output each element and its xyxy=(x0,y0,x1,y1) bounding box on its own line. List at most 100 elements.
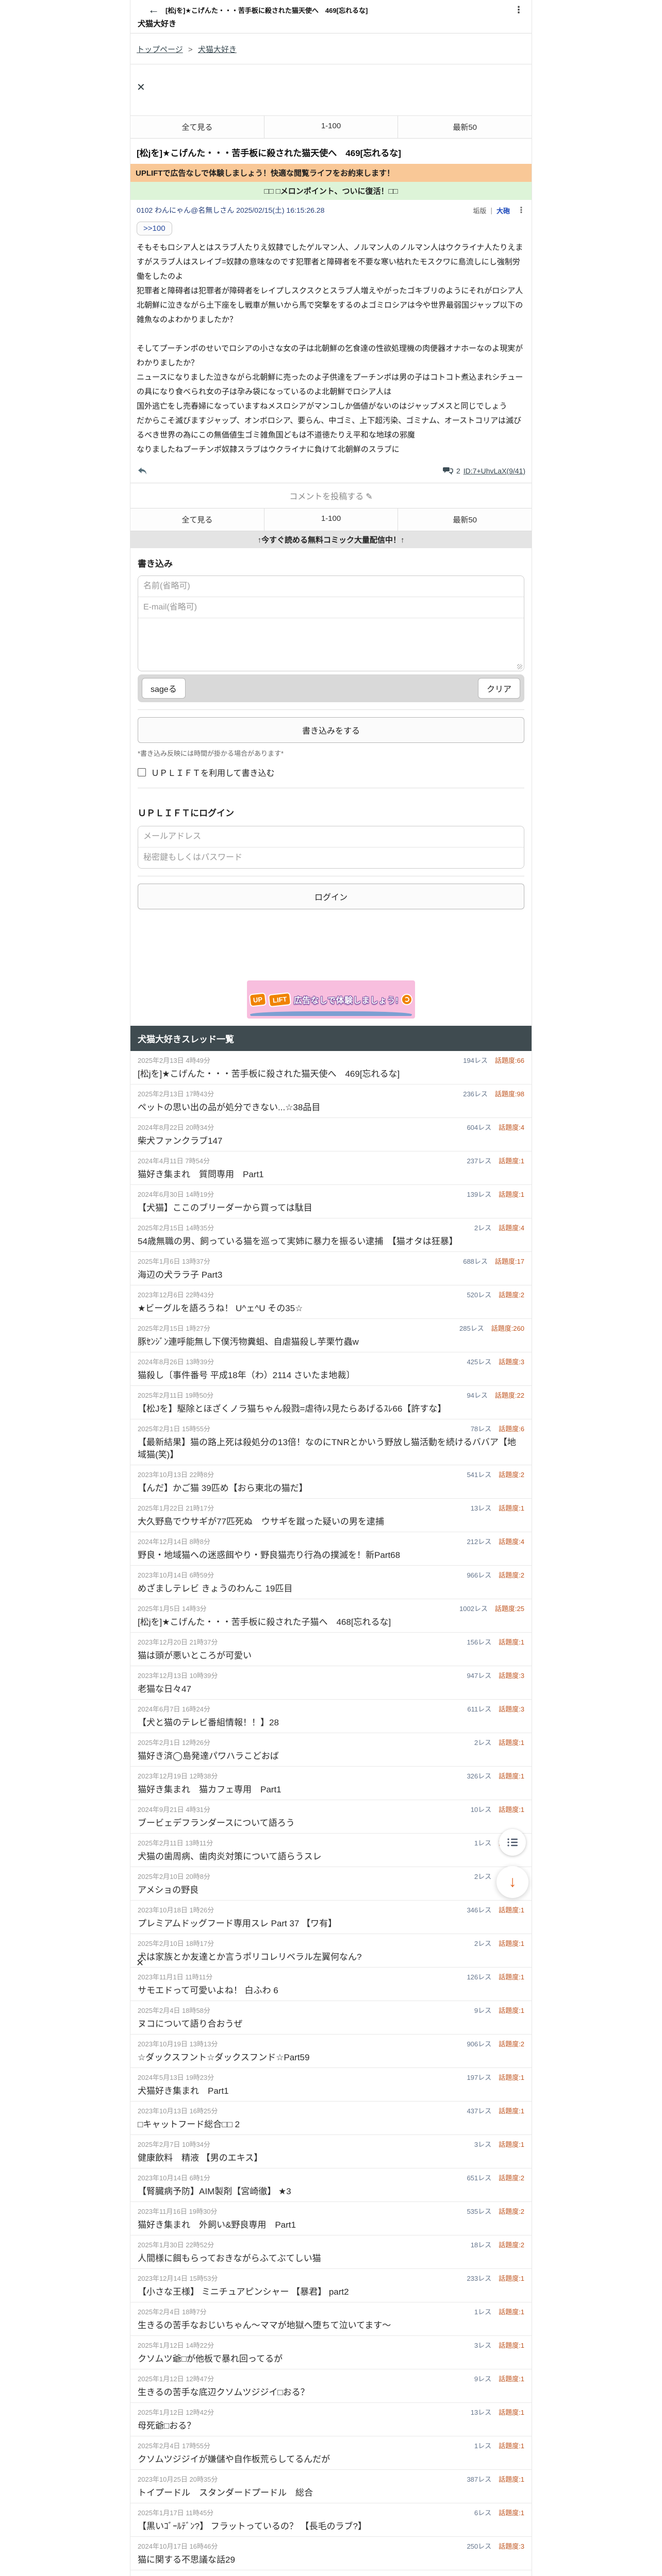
thread-list-item[interactable]: 2023年10月25日 20時35分 387レス 話題度:1 トイプードル スタン… xyxy=(130,2470,532,2503)
thread-reply-count: 233レス xyxy=(467,2275,492,2282)
thread-reply-count: 2レス xyxy=(474,1224,492,1232)
uplift-promo-banner[interactable]: UPLIFTで広告なしで体験しましょう！快適な閲覧ライフをお約束します！ xyxy=(130,164,532,182)
thread-list-item[interactable]: 2025年2月7日 10時34分 3レス 話題度:1 健康飲料 精液 【男のエキス… xyxy=(130,2135,532,2168)
thread-list-item[interactable]: 2025年2月13日 17時43分 236レス 話題度:98 ペットの思い出の品が… xyxy=(130,1084,532,1118)
kebab-menu-icon[interactable]: ⋮ xyxy=(514,4,523,15)
post-comment-button[interactable]: コメントを投稿する ✎ xyxy=(130,483,532,509)
range-tab[interactable]: 最新50 xyxy=(453,516,477,524)
thread-list-item[interactable]: 2025年1月5日 14時3分 1002レス 話題度:25 [松jを]★こげんた・… xyxy=(130,1599,532,1633)
thread-date: 2023年10月14日 6時1分 xyxy=(138,2174,210,2182)
thread-list-item[interactable]: 2024年10月17日 16時46分 250レス 話題度:3 猫に関する不思議な話… xyxy=(130,2537,532,2570)
thread-date: 2024年9月21日 4時31分 xyxy=(138,1806,210,1814)
thread-list-item[interactable]: 2025年1月30日 22時52分 18レス 話題度:2 人間様に餌もらっておきな… xyxy=(130,2235,532,2269)
uplift-checkbox[interactable] xyxy=(138,768,146,776)
thread-list-item[interactable]: 2024年8月22日 20時34分 604レス 話題度:4 柴犬ファンクラブ147 xyxy=(130,1118,532,1151)
poster-id-link[interactable]: ID:7+UhvLaX(9/41) xyxy=(463,467,525,475)
thread-list-item[interactable]: 2025年2月4日 17時55分 1レス 話題度:1 クソムツジジイが嫌儲や自作板… xyxy=(130,2436,532,2470)
thread-list-item[interactable]: 2025年2月11日 19時50分 94レス 話題度:22 【松Jを】駆除とほざく… xyxy=(130,1386,532,1419)
thread-index-fab[interactable] xyxy=(499,1829,526,1856)
thread-list-item[interactable]: 2025年1月22日 21時17分 13レス 話題度:1 大久野島でウサギが77匹… xyxy=(130,1499,532,1532)
quote-anchor-button[interactable]: >>100 xyxy=(137,222,172,235)
pipe-divider: | xyxy=(490,206,492,214)
back-arrow-icon[interactable]: ← xyxy=(148,3,159,16)
comic-promo-banner[interactable]: ↑今すぐ読める無料コミック大量配信中！↑ xyxy=(130,531,532,548)
thread-list-item[interactable]: 2023年12月6日 22時43分 520レス 話題度:2 ★ビーグルを語ろうね！… xyxy=(130,1285,532,1319)
sage-button[interactable]: sageる xyxy=(142,678,186,699)
uplift-ad-banner[interactable]: UP LIFT 広告なしで体験しましょう! xyxy=(247,980,415,1019)
thread-list-item[interactable]: 2025年2月10日 18時17分 2レス 話題度:1 犬は家族とか友達とか言うポ… xyxy=(130,1934,532,1968)
thread-list-item[interactable]: 2023年12月14日 15時53分 233レス 話題度:1 【小さな王様】 ミニ… xyxy=(130,2269,532,2302)
scroll-to-bottom-fab[interactable]: ↓ xyxy=(496,1866,528,1898)
thread-list-item[interactable]: 2025年1月12日 14時22分 3レス 話題度:1 クソムツ爺□が他板で暴れ回… xyxy=(130,2336,532,2369)
thread-list-item[interactable]: 2025年2月13日 4時49分 194レス 話題度:66 [松jを]★こげんた・… xyxy=(130,1051,532,1084)
taihou-link[interactable]: 大砲 xyxy=(496,207,510,215)
thread-reply-count: 197レス xyxy=(467,2074,492,2081)
range-tab[interactable]: 全て見る xyxy=(130,116,264,138)
thread-list-item[interactable]: 2024年6月7日 16時24分 611レス 話題度:3 【犬と猫のテレビ番組情報… xyxy=(130,1700,532,1733)
thread-list-item[interactable]: 2023年10月13日 22時8分 541レス 話題度:2 【んだ】かご猫 39匹… xyxy=(130,1465,532,1499)
breadcrumb-home-link[interactable]: トップページ xyxy=(137,45,183,54)
thread-list-item[interactable]: 2025年2月4日 18時58分 9レス 話題度:1 ヌコについて語り合おうぜ xyxy=(130,2001,532,2035)
range-tab[interactable]: 1-100 xyxy=(264,509,399,531)
submit-post-button[interactable]: 書き込みをする xyxy=(138,717,524,743)
range-tab[interactable]: 1-100 xyxy=(264,116,399,138)
thread-list-item[interactable]: 2024年8月26日 13時39分 425レス 話題度:3 猫殺し〔事件番号 平成… xyxy=(130,1352,532,1386)
write-form: 書き込み sageる クリア 書き込みをする *書き込み反映には時間が掛かる場合… xyxy=(130,548,532,909)
thread-list-item[interactable]: 2023年11月1日 11時11分 126レス 話題度:1 サモエドって可愛いよね… xyxy=(130,1968,532,2001)
thread-list-item[interactable]: 2024年5月13日 19時23分 197レス 話題度:1 犬猫好き集まれ Par… xyxy=(130,2068,532,2102)
melon-point-banner[interactable]: □□ □メロンポイント、ついに復活！□□ xyxy=(130,182,532,200)
thread-list-item[interactable]: 2023年10月19日 13時13分 906レス 話題度:2 ☆ダックスフント☆ダ… xyxy=(130,2035,532,2068)
thread-date: 2025年2月4日 18時7分 xyxy=(138,2308,207,2316)
thread-list-item[interactable]: 2025年2月15日 14時35分 2レス 話題度:4 54歳無職の男、飼っている… xyxy=(130,1218,532,1252)
thread-item-title: ブービェデフランダースについて語ろう xyxy=(138,1818,295,1828)
thread-list-item[interactable]: 2023年10月14日 6時59分 966レス 話題度:2 めざましテレビ きょう… xyxy=(130,1566,532,1599)
thread-item-title: 【黒いｺﾞｰﾙﾃﾞﾝ?】 フラットっているの？ 【長毛のラブ?】 xyxy=(138,2521,367,2531)
breadcrumb-board-link[interactable]: 犬猫大好き xyxy=(197,45,237,54)
name-field[interactable] xyxy=(138,576,524,597)
thread-list-item[interactable]: 2025年2月1日 12時26分 2レス 話題度:1 猫好き済◯島発達パワハラこど… xyxy=(130,1733,532,1767)
thread-list-item[interactable]: 2023年10月14日 6時1分 651レス 話題度:2 【腎臓病予防】AIM製剤… xyxy=(130,2168,532,2202)
thread-date: 2025年2月13日 17時43分 xyxy=(138,1090,214,1098)
thread-list-item[interactable]: 2023年12月20日 21時37分 156レス 話題度:1 猫は頭が悪いところが… xyxy=(130,1633,532,1666)
login-email-field[interactable] xyxy=(138,826,524,848)
thread-list-item[interactable]: 2024年4月11日 7時54分 237レス 話題度:1 猫好き集まれ 質問専用 … xyxy=(130,1151,532,1185)
thread-list-item[interactable]: 2023年10月18日 1時26分 346レス 話題度:1 プレミアムドッグフード… xyxy=(130,1901,532,1934)
thread-list-item[interactable]: 2023年10月13日 16時25分 437レス 話題度:1 □キャットフード総合… xyxy=(130,2102,532,2135)
thread-item-title: 【犬と猫のテレビ番組情報！！】28 xyxy=(138,1718,279,1727)
thread-list-item[interactable]: 2025年1月12日 12時42分 13レス 話題度:1 母死爺□おる？ xyxy=(130,2403,532,2436)
thread-heat-score: 話題度:3 xyxy=(499,2543,524,2550)
thread-list-item[interactable]: 2024年9月21日 4時31分 10レス 話題度:1 ブービェデフランダースにつ… xyxy=(130,1800,532,1834)
range-tab[interactable]: 最新50 xyxy=(453,123,477,132)
ad-close-icon[interactable]: ✕ xyxy=(137,82,145,93)
thread-list-item[interactable]: 2024年12月14日 8時8分 212レス 話題度:4 野良・地域猫への迷惑餌や… xyxy=(130,1532,532,1566)
thread-list-item[interactable]: 2023年12月19日 12時38分 326レス 話題度:1 猫好き集まれ 猫カフ… xyxy=(130,1767,532,1800)
thread-date: 2023年12月6日 22時43分 xyxy=(138,1291,214,1299)
breadcrumb: トップページ > 犬猫大好き xyxy=(130,33,532,64)
thread-list-item[interactable]: 2025年1月6日 13時37分 688レス 話題度:17 海辺の犬ララ子 Par… xyxy=(130,1252,532,1285)
thread-list-item[interactable]: 2023年11月16日 19時30分 535レス 話題度:2 猫好き集まれ 外飼い… xyxy=(130,2202,532,2235)
thread-list-item[interactable]: 2024年6月30日 14時19分 139レス 話題度:1 【犬猫】ここのブリーダ… xyxy=(130,1185,532,1218)
thread-list-item[interactable]: 2025年2月1日 15時55分 78レス 話題度:6 【最新結果】猫の路上死は殺… xyxy=(130,1419,532,1465)
thread-list-item[interactable]: 2025年1月17日 11時45分 6レス 話題度:1 【黒いｺﾞｰﾙﾃﾞﾝ?】 … xyxy=(130,2503,532,2537)
login-button[interactable]: ログイン xyxy=(138,884,524,909)
thread-list-item[interactable]: 2025年2月4日 18時7分 1レス 話題度:1 生きるの苦手なおじいちゃん～マ… xyxy=(130,2302,532,2336)
inline-ad-close-icon[interactable]: ✕ xyxy=(136,1958,144,1968)
email-field[interactable] xyxy=(138,597,524,618)
range-tab[interactable]: 全て見る xyxy=(130,509,264,531)
thread-date: 2025年1月12日 14時22分 xyxy=(138,2342,214,2349)
reply-icon[interactable] xyxy=(137,465,148,477)
uplift-checkbox-row[interactable]: ＵＰＬＩＦＴを利用して書き込む xyxy=(138,766,524,778)
thread-list-item[interactable]: 2023年12月13日 10時39分 947レス 話題度:3 老猫な日々47 xyxy=(130,1666,532,1700)
login-password-field[interactable] xyxy=(138,848,524,868)
thread-reply-count: 78レス xyxy=(470,1425,492,1433)
message-textarea[interactable] xyxy=(138,618,524,671)
thread-list-item[interactable]: 2025年1月12日 12時47分 9レス 話題度:1 生きるの苦手な底辺クソムツ… xyxy=(130,2369,532,2403)
thread-list-item[interactable]: 2025年2月15日 1時27分 285レス 話題度:260 豚ｾﾝｼﾞﾝ連呼能無… xyxy=(130,1319,532,1352)
akaban-label[interactable]: 垢版 xyxy=(473,207,487,215)
clear-button[interactable]: クリア xyxy=(477,678,520,699)
post-kebab-icon[interactable]: ⋮ xyxy=(517,206,525,215)
thread-heat-score: 話題度:1 xyxy=(499,2308,524,2316)
